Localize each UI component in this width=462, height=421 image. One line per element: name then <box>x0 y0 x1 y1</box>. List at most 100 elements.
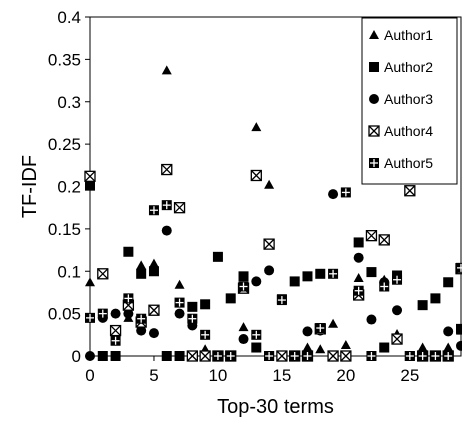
data-point-author1-28 <box>443 342 454 352</box>
data-point-author3-17 <box>302 326 313 337</box>
data-point-author5-17 <box>302 351 313 361</box>
data-point-author1-0 <box>85 277 95 287</box>
data-point-author4-8 <box>186 350 198 362</box>
data-point-author4-0 <box>84 170 96 182</box>
data-point-author2-27 <box>430 293 441 304</box>
legend: Author1 Author2 Author3 Author4 Author5 <box>361 17 458 185</box>
data-point-author1-7 <box>174 279 185 289</box>
legend-marker-author5 <box>369 158 379 168</box>
x-axis: 0 5 10 15 20 25 <box>85 356 419 385</box>
data-point-author2-11 <box>225 293 236 304</box>
x-axis-title: Top-30 terms <box>217 396 334 418</box>
data-point-author5-13 <box>251 329 262 340</box>
data-points <box>84 65 462 362</box>
data-point-author2-4 <box>136 268 147 279</box>
data-point-author5-15 <box>276 295 287 306</box>
data-point-author5-28 <box>443 351 454 361</box>
data-point-author2-22 <box>366 267 377 278</box>
data-point-author4-13 <box>250 169 262 182</box>
legend-marker-author3 <box>369 94 379 104</box>
data-point-author5-21 <box>353 285 364 296</box>
data-point-author5-25 <box>404 351 415 361</box>
data-point-author3-3 <box>123 308 134 319</box>
data-point-author2-29 <box>456 323 462 334</box>
data-point-author5-19 <box>328 268 339 279</box>
data-point-author2-23 <box>379 342 390 353</box>
data-point-author3-4 <box>136 325 147 336</box>
data-point-author1-19 <box>328 318 339 328</box>
data-point-author4-24 <box>391 333 403 345</box>
data-point-author3-24 <box>392 305 403 316</box>
data-point-author4-20 <box>340 350 352 362</box>
data-point-author1-12 <box>238 322 249 332</box>
data-point-author5-3 <box>123 293 134 304</box>
data-point-author4-5 <box>148 304 160 316</box>
y-tick-label: 0.35 <box>48 50 81 69</box>
data-point-author3-19 <box>328 189 339 200</box>
data-point-author4-14 <box>263 238 275 250</box>
data-point-author2-3 <box>123 246 134 257</box>
y-tick-label: 0.4 <box>57 8 81 27</box>
data-point-author5-18 <box>315 323 326 334</box>
legend-label: Author1 <box>384 27 433 43</box>
data-point-author3-5 <box>148 328 159 339</box>
data-point-author5-22 <box>366 351 377 361</box>
data-point-author5-2 <box>110 335 121 346</box>
data-point-author5-20 <box>340 187 351 198</box>
data-point-author5-8 <box>187 313 198 324</box>
data-point-author4-1 <box>97 268 109 280</box>
data-point-author4-25 <box>404 185 416 197</box>
data-point-author5-6 <box>161 200 172 211</box>
data-point-author5-27 <box>430 351 441 361</box>
data-point-author3-6 <box>161 225 172 236</box>
data-point-author2-2 <box>110 351 121 361</box>
data-point-author4-15 <box>276 350 288 362</box>
data-point-author1-14 <box>264 179 275 189</box>
x-tick-label: 10 <box>208 366 227 385</box>
y-tick-label: 0.05 <box>48 305 81 324</box>
data-point-author2-10 <box>212 251 223 262</box>
data-point-author3-13 <box>251 276 262 287</box>
data-point-author5-24 <box>392 274 403 285</box>
data-point-author3-12 <box>238 334 249 345</box>
legend-label: Author3 <box>384 91 433 107</box>
data-point-author4-19 <box>327 350 339 362</box>
legend-label: Author5 <box>384 155 433 171</box>
data-point-author2-21 <box>353 237 364 248</box>
data-point-author3-28 <box>443 326 454 337</box>
y-tick-label: 0.25 <box>48 135 81 154</box>
data-point-author5-29 <box>456 262 462 273</box>
data-point-author2-12 <box>238 271 249 282</box>
data-point-author3-2 <box>110 308 121 319</box>
data-point-author5-10 <box>212 351 223 361</box>
data-point-author2-7 <box>174 351 185 361</box>
data-point-author2-28 <box>443 277 454 288</box>
data-point-author2-18 <box>315 268 326 279</box>
data-point-author4-6 <box>161 163 173 176</box>
data-point-author2-9 <box>200 299 211 310</box>
data-point-author3-0 <box>85 351 95 361</box>
data-point-author2-0 <box>85 180 95 191</box>
data-point-author3-14 <box>264 265 275 276</box>
data-point-author5-26 <box>417 351 428 361</box>
x-tick-label: 0 <box>85 366 94 385</box>
data-point-author4-22 <box>365 230 378 242</box>
data-point-author5-14 <box>264 351 275 361</box>
data-point-author3-7 <box>174 308 185 319</box>
y-tick-label: 0.15 <box>48 220 81 239</box>
y-tick-label: 0 <box>72 347 81 366</box>
data-point-author1-18 <box>315 344 326 354</box>
data-point-author4-9 <box>199 350 211 362</box>
data-point-author5-4 <box>136 313 147 324</box>
legend-marker-author1 <box>369 30 379 39</box>
data-point-author2-5 <box>148 266 159 277</box>
data-point-author2-8 <box>187 301 198 312</box>
y-tick-label: 0.3 <box>57 93 81 112</box>
y-axis-title: TF-IDF <box>19 155 41 218</box>
x-tick-label: 15 <box>272 366 291 385</box>
data-point-author4-2 <box>109 324 122 337</box>
data-point-author3-22 <box>366 314 377 325</box>
data-point-author2-6 <box>161 351 172 361</box>
data-point-author5-11 <box>225 351 236 361</box>
data-point-author1-21 <box>353 273 364 283</box>
